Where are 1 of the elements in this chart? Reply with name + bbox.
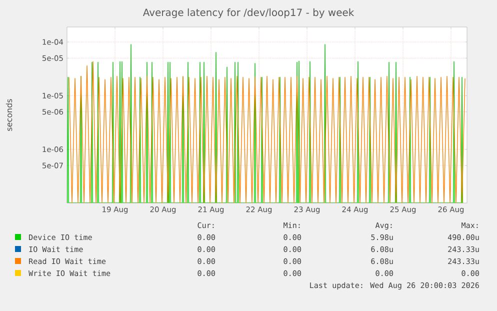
chart-title: Average latency for /dev/loop17 - by week [142,8,354,18]
